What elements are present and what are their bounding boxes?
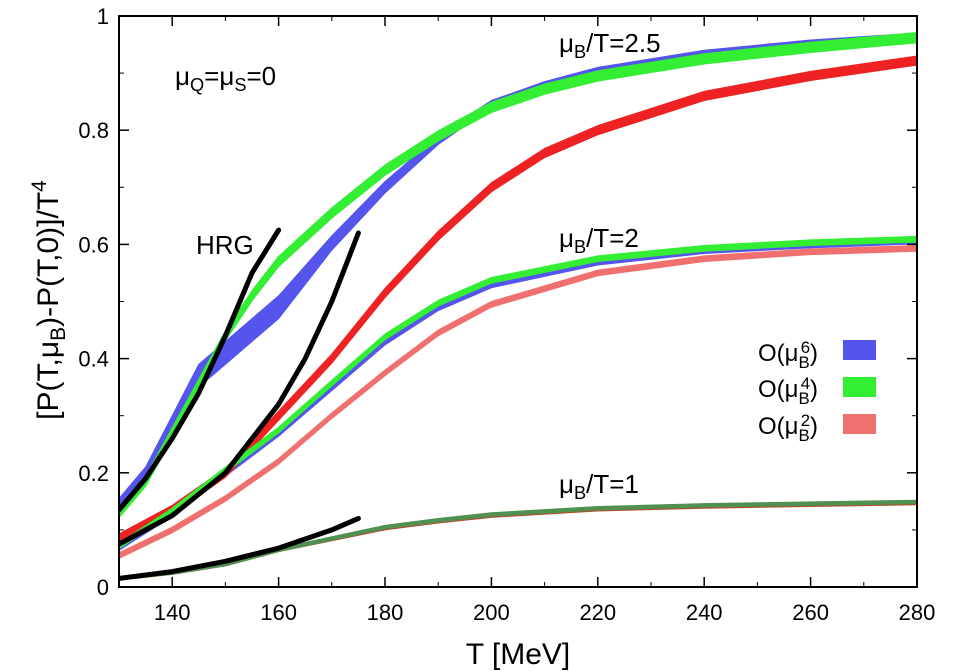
- y-tick-label: 0.2: [78, 461, 109, 486]
- band-mu2-o4: [119, 235, 917, 550]
- y-tick-label: 0.6: [78, 232, 109, 257]
- x-tick-label: 240: [686, 600, 723, 625]
- x-tick-label: 220: [579, 600, 616, 625]
- x-axis-title: T [MeV]: [466, 638, 570, 671]
- x-tick-label: 260: [792, 600, 829, 625]
- legend-label-o6: O(μB6): [758, 338, 818, 372]
- annotation-mu25: μB/T=2.5: [559, 28, 661, 62]
- band-mu25-o6: [119, 32, 917, 511]
- band-mu2-o2: [119, 245, 917, 560]
- plot-area: [119, 32, 917, 581]
- y-tick-label: 0.8: [78, 118, 109, 143]
- y-tick-label: 1: [97, 4, 109, 29]
- annotation-hrg: HRG: [196, 230, 254, 260]
- y-tick-label: 0: [97, 575, 109, 600]
- hrg-curve-mu1: [119, 515, 361, 581]
- x-tick-label: 180: [367, 600, 404, 625]
- legend: O(μB6) O(μB4) O(μB2): [758, 338, 876, 445]
- axis-ticks: 140 160 180 200 220 240 260 280 0 0.2 0.4 0.6 0.8 1: [78, 4, 935, 625]
- y-axis-title: [P(T,μB)-P(T,0)]/T4: [28, 180, 70, 420]
- legend-swatch-o4: [843, 377, 876, 397]
- x-tick-label: 140: [154, 600, 191, 625]
- annotation-muqs: μQ=μS=0: [175, 61, 276, 95]
- hrg-curve-mu25: [119, 227, 282, 513]
- legend-label-o4: O(μB4): [758, 374, 818, 408]
- legend-swatch-o6: [843, 340, 876, 360]
- band-mu1-o4: [119, 499, 917, 581]
- y-tick-label: 0.4: [78, 347, 109, 372]
- band-mu25-o4: [119, 32, 917, 519]
- annotation-mu2: μB/T=2: [559, 223, 639, 257]
- hrg-curve-mu2: [119, 230, 361, 547]
- x-tick-label: 200: [473, 600, 510, 625]
- x-tick-label: 160: [260, 600, 297, 625]
- annotation-mu1: μB/T=1: [559, 469, 639, 503]
- x-tick-label: 280: [899, 600, 936, 625]
- legend-swatch-o2: [843, 414, 876, 434]
- legend-label-o2: O(μB2): [758, 411, 818, 445]
